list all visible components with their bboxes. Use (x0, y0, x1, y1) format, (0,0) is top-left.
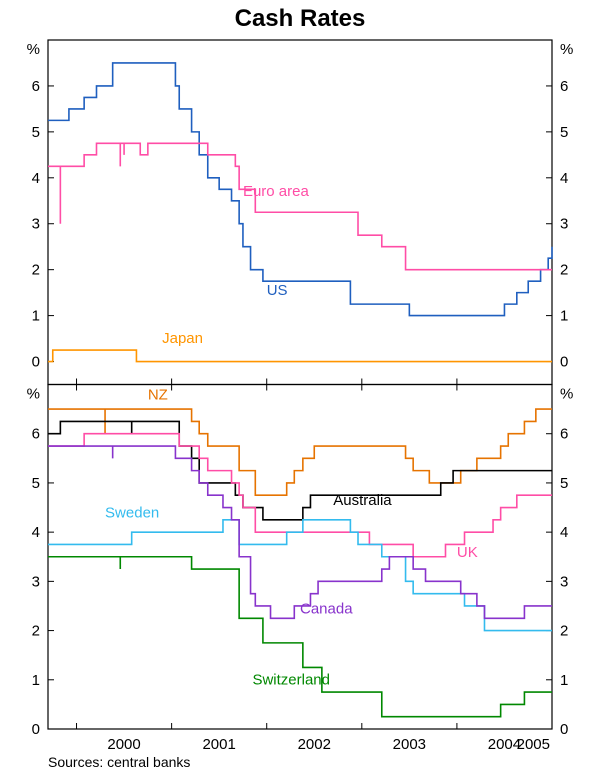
ytick-label-left: 0 (32, 721, 40, 738)
chart-title: Cash Rates (235, 5, 366, 32)
source-text: Sources: central banks (48, 754, 190, 770)
ytick-label-left: 3 (32, 573, 40, 590)
xtick-label: 2002 (298, 736, 331, 753)
ytick-label-right: 2 (560, 262, 568, 279)
ytick-label-right: 5 (560, 475, 568, 492)
series-euro-area (48, 143, 552, 269)
yunit-right: % (560, 41, 573, 58)
ytick-label-right: 4 (560, 524, 568, 541)
ytick-label-left: 4 (32, 524, 40, 541)
ytick-label-right: 0 (560, 721, 568, 738)
ytick-label-right: 3 (560, 573, 568, 590)
cash-rates-chart: Cash Rates 0 0 1 1 2 2 3 3 4 4 5 5 6 6%% US Euro area Jap… (0, 0, 600, 779)
series-label-euro-area: Euro area (243, 183, 310, 200)
ytick-label-left: 2 (32, 623, 40, 640)
ytick-label-left: 1 (32, 672, 40, 689)
yunit-right: % (560, 386, 573, 403)
xtick-label: 2005 (517, 736, 550, 753)
series-label-canada: Canada (300, 600, 353, 617)
series-label-australia: Australia (333, 492, 392, 509)
ytick-label-left: 4 (32, 170, 40, 187)
series-label-nz: NZ (148, 386, 168, 403)
xtick-label: 2001 (202, 736, 235, 753)
ytick-label-right: 4 (560, 170, 568, 187)
ytick-label-right: 1 (560, 672, 568, 689)
chart-svg: Cash Rates 0 0 1 1 2 2 3 3 4 4 5 5 6 6%% US Euro area Jap… (0, 0, 600, 779)
series-label-us: US (267, 282, 288, 299)
ytick-label-right: 6 (560, 426, 568, 443)
ytick-label-left: 6 (32, 426, 40, 443)
series-label-japan: Japan (162, 330, 203, 347)
ytick-label-right: 2 (560, 623, 568, 640)
series-label-sweden: Sweden (105, 504, 159, 521)
yunit-left: % (27, 41, 40, 58)
xtick-label: 2000 (107, 736, 140, 753)
series-label-switzerland: Switzerland (252, 672, 330, 689)
series-switzerland (48, 557, 552, 717)
ytick-label-right: 6 (560, 78, 568, 95)
yunit-left: % (27, 386, 40, 403)
ytick-label-left: 1 (32, 308, 40, 325)
xtick-label: 2003 (393, 736, 426, 753)
series-uk (48, 434, 552, 557)
series-japan (48, 350, 552, 361)
ytick-label-left: 2 (32, 262, 40, 279)
ytick-label-left: 5 (32, 475, 40, 492)
ytick-label-left: 0 (32, 354, 40, 371)
ytick-label-left: 5 (32, 124, 40, 141)
ytick-label-right: 0 (560, 354, 568, 371)
ytick-label-right: 1 (560, 308, 568, 325)
ytick-label-left: 6 (32, 78, 40, 95)
ytick-label-left: 3 (32, 216, 40, 233)
ytick-label-right: 3 (560, 216, 568, 233)
series-label-uk: UK (457, 544, 478, 561)
ytick-label-right: 5 (560, 124, 568, 141)
